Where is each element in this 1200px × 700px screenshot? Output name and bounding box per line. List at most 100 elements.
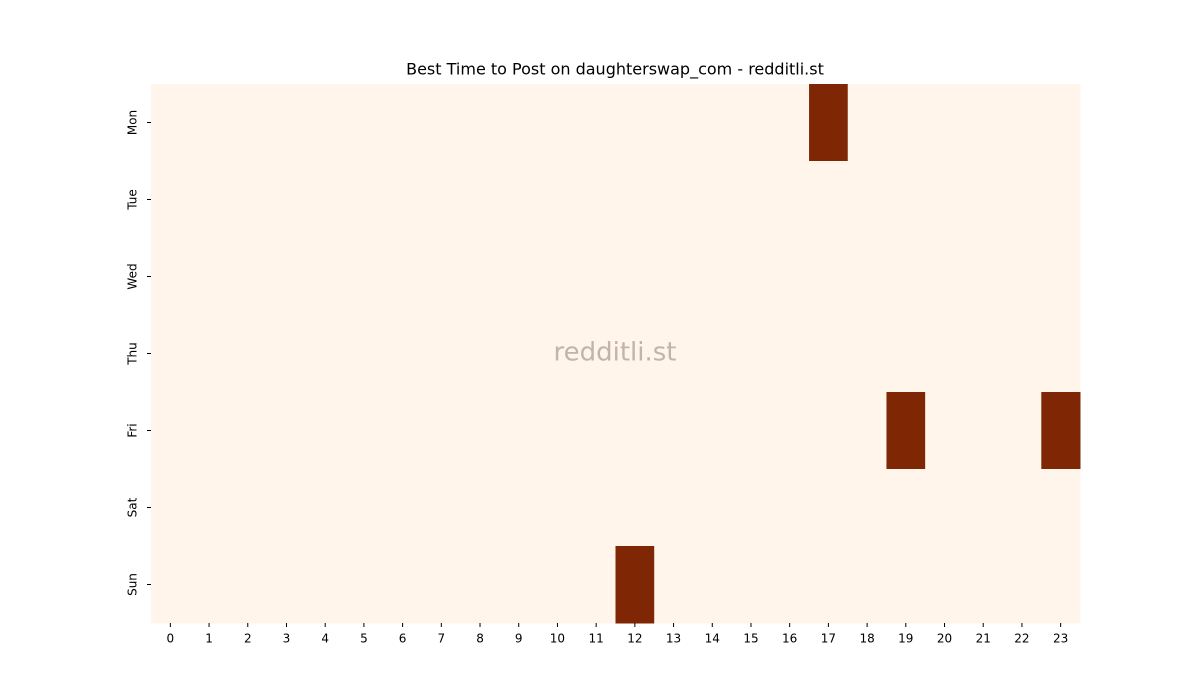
heatmap-cell bbox=[189, 84, 229, 162]
heatmap-cell bbox=[847, 546, 887, 624]
heatmap-cell bbox=[576, 84, 616, 162]
y-tick-label: Thu bbox=[126, 342, 140, 366]
heatmap-cell bbox=[538, 238, 578, 316]
heatmap-cell bbox=[344, 238, 384, 316]
heatmap-cell bbox=[228, 469, 268, 547]
heatmap-cell bbox=[809, 84, 849, 162]
heatmap-cell bbox=[228, 392, 268, 470]
heatmap-cell bbox=[925, 84, 965, 162]
heatmap-cell bbox=[1002, 161, 1042, 239]
x-tick-label: 3 bbox=[283, 632, 291, 646]
heatmap-cell bbox=[151, 392, 191, 470]
heatmap-cell bbox=[421, 315, 462, 393]
x-tick-label: 14 bbox=[705, 632, 720, 646]
heatmap-cell bbox=[847, 392, 887, 470]
heatmap-cell bbox=[305, 392, 346, 470]
heatmap-cell bbox=[770, 84, 810, 162]
heatmap-cell bbox=[267, 315, 307, 393]
heatmap-cell bbox=[1041, 84, 1081, 162]
y-tick-label: Sat bbox=[126, 497, 140, 517]
heatmap-cell bbox=[654, 392, 694, 470]
x-tick-label: 6 bbox=[399, 632, 407, 646]
heatmap-cell bbox=[615, 238, 655, 316]
heatmap-cell bbox=[383, 161, 423, 239]
heatmap-cell bbox=[460, 315, 500, 393]
heatmap-cell bbox=[886, 161, 926, 239]
heatmap-cell bbox=[305, 238, 346, 316]
heatmap-cell bbox=[538, 392, 578, 470]
heatmap-cell bbox=[809, 315, 849, 393]
heatmap-cell bbox=[538, 546, 578, 624]
heatmap-cell bbox=[267, 161, 307, 239]
heatmap-cell bbox=[925, 238, 965, 316]
heatmap-cell bbox=[925, 469, 965, 547]
x-tick-label: 21 bbox=[976, 632, 991, 646]
heatmap-cell bbox=[731, 238, 771, 316]
heatmap-cell bbox=[654, 161, 694, 239]
x-tick-label: 9 bbox=[515, 632, 523, 646]
heatmap-cell bbox=[1041, 315, 1081, 393]
x-tick-label: 13 bbox=[666, 632, 681, 646]
x-tick-label: 7 bbox=[437, 632, 445, 646]
heatmap-cell bbox=[963, 546, 1004, 624]
heatmap-cell bbox=[460, 238, 500, 316]
heatmap-cell bbox=[344, 161, 384, 239]
heatmap-cell bbox=[383, 315, 423, 393]
heatmap-cell bbox=[460, 469, 500, 547]
heatmap-cell bbox=[344, 469, 384, 547]
heatmap-cell bbox=[615, 315, 655, 393]
heatmap-cell bbox=[421, 84, 462, 162]
heatmap-cell bbox=[383, 84, 423, 162]
heatmap-cell bbox=[731, 161, 771, 239]
heatmap-cells bbox=[151, 84, 1081, 624]
watermark: redditli.st bbox=[554, 338, 677, 368]
heatmap-cell bbox=[151, 315, 191, 393]
y-tick-label: Tue bbox=[126, 189, 140, 211]
heatmap-cell bbox=[228, 84, 268, 162]
heatmap-cell bbox=[1002, 546, 1042, 624]
heatmap-cell bbox=[654, 315, 694, 393]
heatmap-cell bbox=[267, 84, 307, 162]
y-tick-label: Fri bbox=[126, 423, 140, 437]
heatmap-cell bbox=[151, 84, 191, 162]
heatmap-cell bbox=[847, 84, 887, 162]
heatmap-cell bbox=[344, 84, 384, 162]
chart-title: Best Time to Post on daughterswap_com - … bbox=[406, 60, 824, 80]
heatmap-cell bbox=[615, 469, 655, 547]
heatmap-cell bbox=[305, 315, 346, 393]
heatmap-cell bbox=[731, 315, 771, 393]
heatmap-cell bbox=[421, 469, 462, 547]
heatmap-cell bbox=[499, 238, 539, 316]
heatmap-cell bbox=[538, 161, 578, 239]
heatmap-cell bbox=[809, 392, 849, 470]
heatmap-cell bbox=[615, 546, 655, 624]
heatmap-cell bbox=[886, 469, 926, 547]
heatmap-cell bbox=[267, 469, 307, 547]
heatmap-cell bbox=[963, 469, 1004, 547]
heatmap-cell bbox=[925, 392, 965, 470]
heatmap-cell bbox=[499, 84, 539, 162]
heatmap-cell bbox=[189, 469, 229, 547]
y-tick-label: Wed bbox=[126, 263, 140, 289]
heatmap-cell bbox=[499, 392, 539, 470]
y-tick-label: Mon bbox=[126, 110, 140, 135]
heatmap-cell bbox=[499, 161, 539, 239]
x-tick-label: 5 bbox=[360, 632, 368, 646]
heatmap-cell bbox=[925, 161, 965, 239]
heatmap-cell bbox=[654, 84, 694, 162]
heatmap-cell bbox=[731, 392, 771, 470]
x-tick-label: 15 bbox=[743, 632, 758, 646]
heatmap-cell bbox=[886, 315, 926, 393]
heatmap-cell bbox=[189, 238, 229, 316]
heatmap-cell bbox=[692, 392, 733, 470]
x-tick-label: 10 bbox=[550, 632, 565, 646]
heatmap-cell bbox=[654, 238, 694, 316]
x-tick-label: 2 bbox=[244, 632, 252, 646]
heatmap-cell bbox=[421, 161, 462, 239]
heatmap-cell bbox=[383, 392, 423, 470]
x-tick-label: 20 bbox=[937, 632, 952, 646]
heatmap-cell bbox=[344, 546, 384, 624]
heatmap-cell bbox=[847, 469, 887, 547]
